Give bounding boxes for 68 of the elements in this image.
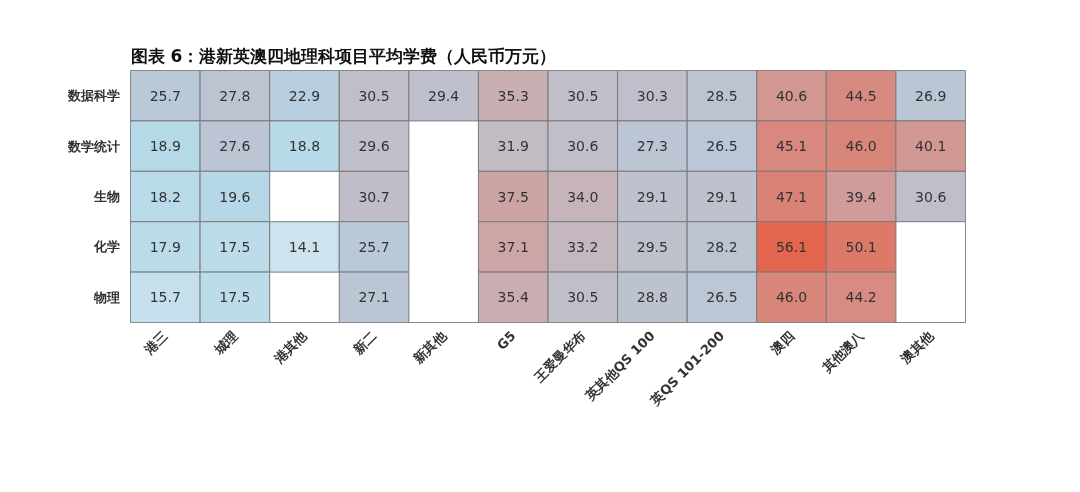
- data-label: 29.1: [636, 188, 668, 205]
- data-label: 18.9: [149, 138, 181, 155]
- x-tick-label: 港其他: [270, 327, 311, 368]
- x-tick-label: 新二: [349, 328, 380, 358]
- data-label: 27.1: [358, 289, 390, 306]
- data-label: 30.6: [915, 188, 947, 205]
- y-tick-label: 物理: [92, 289, 120, 305]
- data-label: 39.4: [845, 188, 877, 205]
- x-tick-label: 其他澳八: [818, 327, 868, 377]
- data-label: 40.1: [915, 138, 947, 155]
- data-label: 30.7: [358, 188, 390, 205]
- data-label: 30.5: [567, 289, 599, 306]
- data-label: 44.5: [845, 87, 877, 104]
- data-label: 46.0: [845, 138, 877, 155]
- y-tick-label: 数学统计: [66, 138, 120, 154]
- chart-title: 图表 6：港新英澳四地理科项目平均学费（人民币万元）: [130, 45, 557, 66]
- data-label: 44.2: [845, 289, 877, 306]
- data-label: 30.5: [358, 87, 390, 104]
- y-tick-label: 化学: [92, 239, 120, 255]
- data-label: 37.5: [497, 188, 529, 205]
- data-label: 26.5: [706, 289, 738, 306]
- data-label: 30.3: [636, 87, 668, 104]
- data-label: 27.8: [219, 87, 251, 104]
- y-tick-label: 生物: [92, 189, 120, 204]
- data-label: 45.1: [775, 138, 808, 155]
- data-label: 30.5: [567, 87, 599, 104]
- x-tick-label: 新其他: [410, 327, 450, 368]
- data-label: 25.7: [149, 87, 181, 104]
- data-label: 29.1: [706, 188, 738, 205]
- data-label: 29.5: [636, 238, 668, 255]
- data-label: 33.2: [567, 238, 599, 255]
- data-label: 34.0: [567, 188, 599, 205]
- data-label: 35.3: [497, 87, 529, 104]
- data-label: 25.7: [358, 238, 390, 255]
- data-label: 28.8: [636, 289, 668, 306]
- data-label: 18.8: [288, 138, 321, 155]
- data-label: 27.3: [636, 138, 668, 155]
- data-label: 14.1: [288, 238, 321, 255]
- data-label: 18.2: [149, 188, 181, 205]
- data-label: 40.6: [775, 87, 808, 104]
- data-label: 28.5: [706, 87, 738, 104]
- data-label: 31.9: [497, 138, 529, 155]
- data-label: 17.9: [149, 238, 181, 255]
- x-tick-label: 澳其他: [897, 327, 937, 368]
- data-label: 29.6: [358, 138, 390, 155]
- data-label: 50.1: [845, 238, 877, 255]
- data-label: 30.6: [567, 138, 599, 155]
- data-label: 26.5: [706, 138, 738, 155]
- data-label: 37.1: [497, 238, 529, 255]
- x-tick-label: 港三: [140, 328, 171, 358]
- data-label: 46.0: [775, 289, 808, 306]
- y-tick-label: 数据科学: [66, 88, 120, 104]
- x-tick-label: 城理: [210, 328, 241, 358]
- x-tick-label: G5: [493, 328, 519, 353]
- x-tick-label: 王爱曼华布: [530, 328, 589, 386]
- data-label: 17.5: [219, 238, 251, 255]
- data-label: 15.7: [149, 289, 181, 306]
- data-label: 19.6: [219, 188, 251, 205]
- x-tick-label: 澳四: [767, 328, 797, 358]
- data-label: 28.2: [706, 238, 738, 255]
- data-label: 29.4: [428, 87, 460, 104]
- data-label: 17.5: [219, 289, 251, 306]
- data-label: 22.9: [288, 87, 321, 104]
- data-label: 56.1: [775, 238, 808, 255]
- data-label: 35.4: [497, 289, 529, 306]
- data-label: 26.9: [915, 87, 947, 104]
- data-label: 27.6: [219, 138, 251, 155]
- data-label: 47.1: [775, 188, 808, 205]
